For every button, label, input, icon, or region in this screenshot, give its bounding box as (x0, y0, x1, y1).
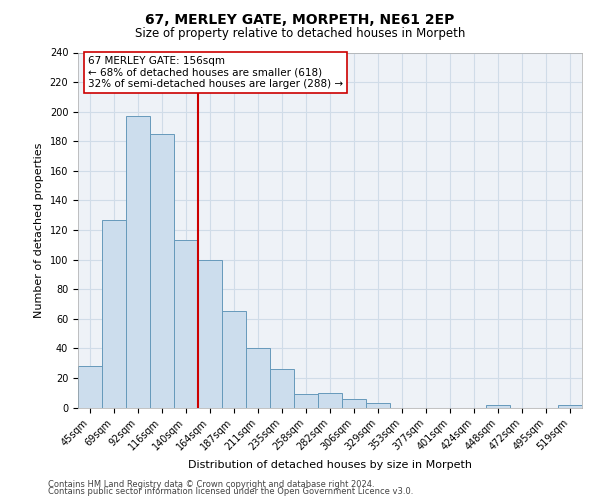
Text: Contains public sector information licensed under the Open Government Licence v3: Contains public sector information licen… (48, 487, 413, 496)
Bar (222, 312, 246, 408)
Bar (198, 260, 222, 408)
Bar (246, 348, 270, 408)
Bar (126, 116, 150, 408)
Text: 67, MERLEY GATE, MORPETH, NE61 2EP: 67, MERLEY GATE, MORPETH, NE61 2EP (145, 12, 455, 26)
Text: 67 MERLEY GATE: 156sqm
← 68% of detached houses are smaller (618)
32% of semi-de: 67 MERLEY GATE: 156sqm ← 68% of detached… (88, 56, 343, 89)
Y-axis label: Number of detached properties: Number of detached properties (34, 142, 44, 318)
X-axis label: Distribution of detached houses by size in Morpeth: Distribution of detached houses by size … (188, 460, 472, 470)
Text: Size of property relative to detached houses in Morpeth: Size of property relative to detached ho… (135, 28, 465, 40)
Bar (102, 220, 126, 408)
Bar (342, 398, 366, 407)
Bar (78, 366, 102, 408)
Bar (318, 392, 342, 407)
Bar (270, 369, 294, 408)
Bar (486, 404, 510, 407)
Bar (150, 134, 174, 407)
Bar (558, 404, 582, 407)
Bar (366, 403, 390, 407)
Bar (174, 240, 198, 408)
Bar (294, 394, 318, 407)
Text: Contains HM Land Registry data © Crown copyright and database right 2024.: Contains HM Land Registry data © Crown c… (48, 480, 374, 489)
